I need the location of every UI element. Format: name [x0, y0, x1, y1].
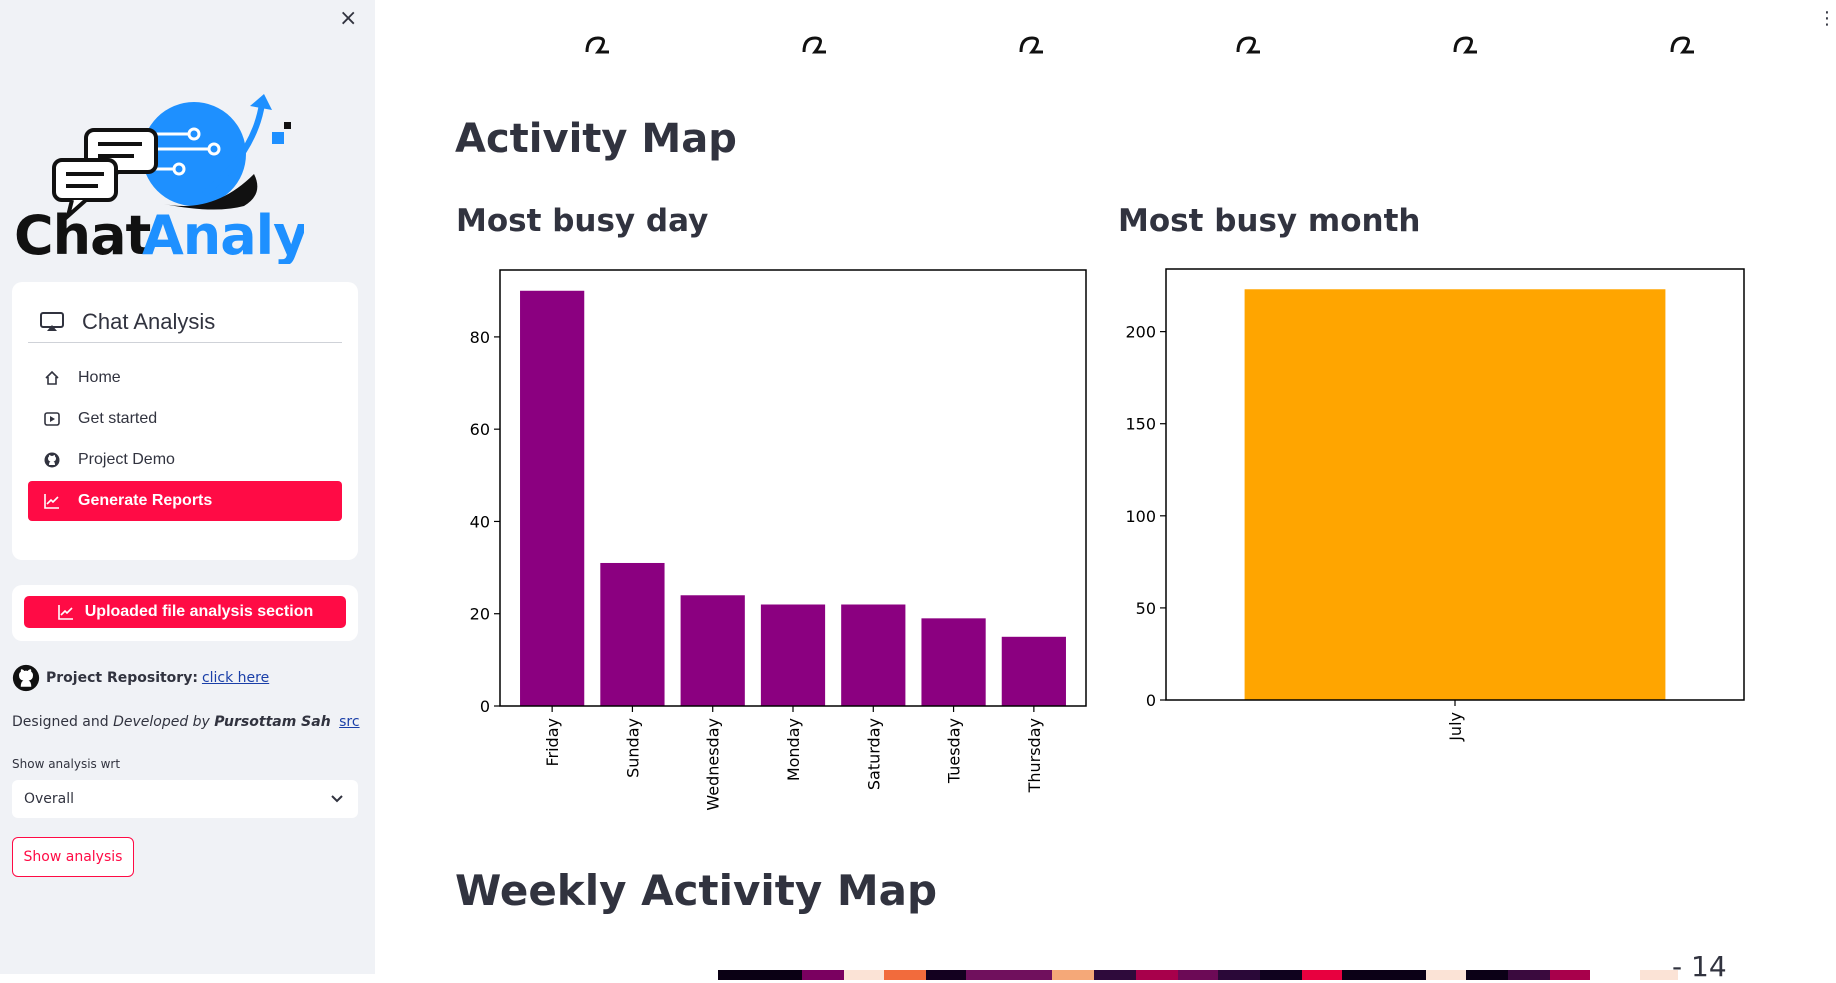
show-analysis-button[interactable]: Show analysis — [12, 837, 134, 877]
github-icon — [42, 452, 62, 468]
select-value: Overall — [24, 791, 75, 807]
nav-home[interactable]: Home — [28, 358, 342, 398]
menu-title: Chat Analysis — [82, 309, 216, 334]
y-tick-label: 0 — [480, 697, 490, 716]
menu-divider — [28, 342, 342, 343]
bar-tuesday — [921, 618, 986, 706]
y-tick-label: 20 — [470, 605, 490, 624]
bar-thursday — [1001, 636, 1066, 706]
x-tick-label: Monday — [784, 718, 803, 781]
menu-header: Chat Analysis — [40, 302, 340, 342]
x-tick-label: Friday — [543, 718, 562, 767]
y-tick-label: 40 — [470, 512, 490, 531]
chat-analysis-logo: Chat Analysis — [14, 94, 304, 264]
bar-friday — [520, 290, 585, 706]
cropped-label-glyph — [1453, 36, 1477, 54]
repo-label: Project Repository: — [46, 670, 198, 686]
x-tick-label: Thursday — [1025, 718, 1044, 793]
credit-line: Designed and Developed by Pursottam Sah … — [12, 714, 360, 730]
uploaded-file-analysis-button[interactable]: Uploaded file analysis section — [24, 596, 346, 628]
analysis-select[interactable]: Overall — [12, 780, 358, 818]
y-tick-label: 200 — [1125, 323, 1156, 342]
colorbar-tick-label: - 14 — [1672, 950, 1727, 983]
x-tick-label: Wednesday — [704, 718, 723, 811]
navigation-menu: Chat Analysis Home Get started Project D… — [12, 282, 358, 560]
nav-generate-reports[interactable]: Generate Reports — [28, 481, 342, 521]
chevron-down-icon — [331, 795, 343, 803]
x-tick-label: July — [1446, 712, 1465, 742]
x-tick-label: Sunday — [623, 718, 642, 778]
busy-day-chart: 0 20 40 60 80 Friday Sunday Wednesday Monday Satu… — [470, 269, 1087, 811]
svg-text:Chat: Chat — [14, 204, 151, 264]
sidebar: × Chat Analysis — [0, 0, 375, 974]
weekly-activity-map-title: Weekly Activity Map — [455, 866, 938, 915]
github-icon — [12, 664, 40, 692]
select-label: Show analysis wrt — [12, 757, 121, 771]
more-menu-icon[interactable]: ⋮ — [1818, 8, 1836, 29]
cropped-label-glyph — [1019, 36, 1043, 54]
svg-text:Analysis: Analysis — [142, 204, 304, 264]
x-tick-label: Saturday — [864, 718, 883, 790]
cropped-label-glyph — [1236, 36, 1260, 54]
bar-saturday — [841, 604, 906, 706]
y-tick-label: 50 — [1136, 599, 1156, 618]
upload-section: Uploaded file analysis section — [12, 585, 358, 641]
play-icon — [42, 411, 62, 427]
busy-month-title: Most busy month — [1118, 203, 1421, 239]
y-tick-label: 0 — [1146, 691, 1156, 710]
chart-icon — [57, 605, 73, 620]
bar-monday — [760, 604, 826, 706]
activity-map-title: Activity Map — [455, 116, 737, 162]
weekly-heatmap — [718, 970, 1590, 980]
nav-generate-reports-label: Generate Reports — [78, 492, 213, 509]
credit-src-link[interactable]: src — [339, 714, 360, 730]
x-tick-label: Tuesday — [945, 718, 964, 784]
bar-wednesday — [680, 595, 745, 706]
project-repository: Project Repository: click here — [12, 664, 269, 692]
credit-text-2: Developed by — [113, 714, 215, 730]
house-icon — [42, 370, 62, 386]
cropped-label-glyph — [802, 36, 826, 54]
airplay-icon — [40, 312, 64, 331]
y-tick-label: 100 — [1125, 507, 1156, 526]
nav-home-label: Home — [78, 369, 121, 386]
y-tick-label: 80 — [470, 328, 490, 347]
bar-sunday — [600, 562, 665, 706]
chart-icon — [42, 493, 62, 509]
nav-get-started-label: Get started — [78, 410, 158, 427]
uploaded-file-analysis-label: Uploaded file analysis section — [84, 603, 314, 620]
y-tick-label: 60 — [470, 420, 490, 439]
nav-project-demo[interactable]: Project Demo — [28, 440, 342, 480]
repo-link[interactable]: click here — [201, 670, 270, 686]
bar-july — [1244, 289, 1666, 700]
close-sidebar-icon[interactable]: × — [339, 6, 358, 31]
nav-get-started[interactable]: Get started — [28, 399, 342, 439]
nav-project-demo-label: Project Demo — [78, 451, 175, 468]
busy-month-chart: 0 50 100 150 200 July — [1125, 268, 1745, 742]
cropped-label-glyph — [1670, 36, 1694, 54]
credit-text-1: Designed and — [12, 714, 114, 730]
y-tick-label: 150 — [1125, 415, 1156, 434]
cropped-label-glyph — [585, 36, 609, 54]
busy-day-title: Most busy day — [456, 203, 709, 239]
credit-name: Pursottam Sah — [214, 714, 331, 730]
